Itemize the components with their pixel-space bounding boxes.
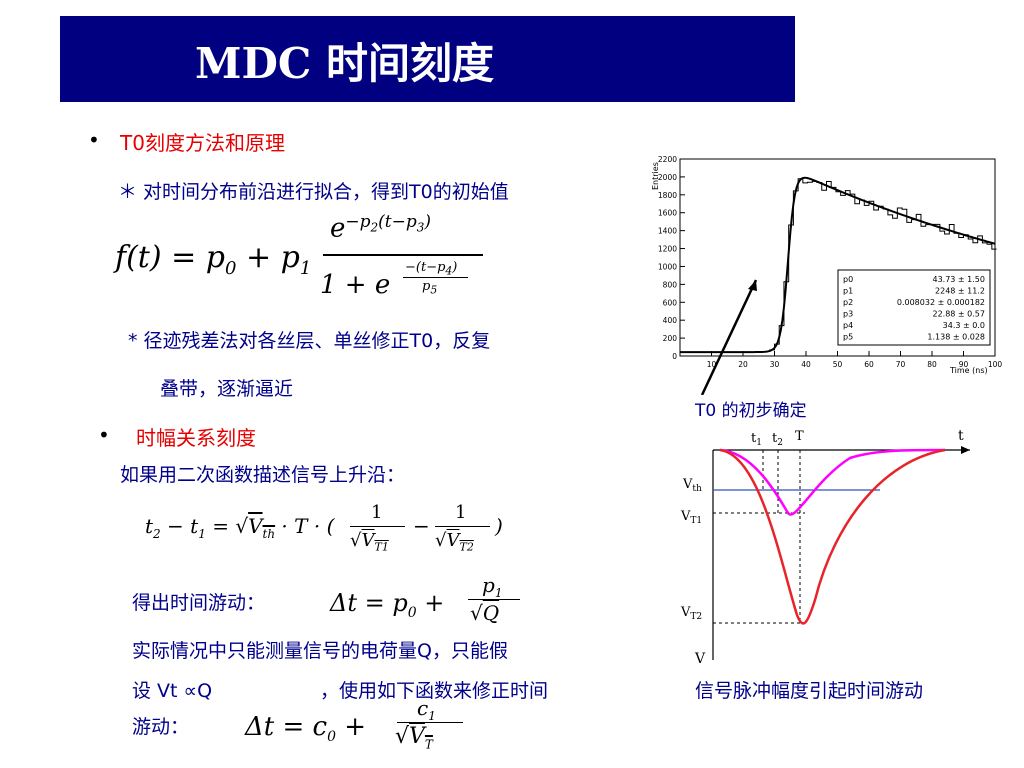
formula-t2-t1: t2 − t1 = √Vth · T · ( 1 √VT1 − 1 √VT2 )	[145, 502, 503, 554]
hist-ytick-label: 200	[663, 334, 678, 343]
hist-xtick-label: 90	[959, 360, 969, 369]
label-v: V	[694, 651, 706, 667]
bullet: •	[88, 128, 100, 152]
hist-ytick-label: 0	[672, 352, 677, 361]
derive-label: 得出时间游动：	[132, 592, 266, 614]
formula-ft: f(t) = p0 + p1 e−p2(t−p3) 1 + e −(t−p4) …	[115, 210, 485, 310]
stat-value: 34.3 ± 0.0	[943, 321, 985, 330]
formula-delta-t-vt: Δt = c0 + c1 √VT	[245, 696, 475, 764]
hist-xtick-label: 100	[988, 360, 1003, 369]
pulse-caption: 信号脉冲幅度引起时间游动	[695, 680, 924, 702]
small-pulse	[719, 448, 946, 516]
label-t: t	[958, 428, 964, 444]
label-t1: t1	[751, 431, 762, 448]
hist-ytick-label: 800	[663, 280, 678, 289]
hist-ytick-label: 1800	[658, 191, 677, 200]
stat-name: p0	[843, 275, 853, 284]
section2-line-b2: ，使用如下函数来修正时间	[320, 680, 549, 702]
section1-line2a: * 径迹残差法对各丝层、单丝修正T0，反复	[128, 330, 491, 352]
hist-ytick-label: 400	[663, 316, 678, 325]
stats-box	[837, 269, 991, 346]
hist-ytick-label: 2000	[658, 173, 677, 182]
section2-line-a: 实际情况中只能测量信号的电荷量Q，只能假	[132, 640, 508, 662]
hist-ytick-label: 2200	[658, 155, 677, 164]
stat-value: 1.138 ± 0.028	[927, 333, 985, 342]
section2-line-c: 游动：	[132, 716, 190, 738]
hist-xtick-label: 30	[770, 360, 780, 369]
hist-xtick-label: 70	[896, 360, 906, 369]
stat-value: 2248 ± 11.2	[935, 287, 985, 296]
label-vt2: VT2	[680, 605, 702, 622]
formula-delta-t-q: Δt = p0 + p1 √Q	[330, 573, 530, 635]
label-vt1: VT1	[680, 509, 702, 526]
hist-xtick-label: 10	[707, 360, 717, 369]
hist-xtick-label: 40	[801, 360, 811, 369]
t0-histogram: 0 200 400 600 800 1000 1200 1400 1600 1800 2000 220…	[650, 155, 1010, 396]
section2-line-b1: 设 Vt ∝Q	[132, 680, 213, 702]
hist-ytick-label: 1000	[658, 262, 677, 271]
section1-line2b: 叠带，逐渐逼近	[160, 378, 294, 400]
hist-xtick-label: 20	[738, 360, 748, 369]
label-t2: t2	[772, 431, 783, 448]
pulse-svg: t1 t2 T t Vth VT1 VT2 V	[680, 428, 970, 667]
t0-arrow	[700, 279, 758, 396]
hist-ytick-label: 1600	[658, 209, 677, 218]
hist-xtick-label: 80	[927, 360, 937, 369]
page-title: MDC 时间刻度	[195, 39, 494, 88]
hist-ytick-label: 1200	[658, 245, 677, 254]
stat-name: p1	[843, 287, 853, 296]
hist-ylabel: Entries	[651, 162, 660, 190]
stat-name: p5	[843, 333, 853, 342]
title-bar	[60, 16, 795, 102]
pulse-diagram: t1 t2 T t Vth VT1 VT2 V	[675, 420, 1015, 670]
histogram-svg: 0 200 400 600 800 1000 1200 1400 1600 1800 2000 220…	[651, 155, 1003, 396]
hist-xtick-label: 60	[864, 360, 874, 369]
section2-heading: 时幅关系刻度	[136, 426, 256, 450]
stat-value: 22.88 ± 0.57	[932, 310, 985, 319]
stat-value: 43.73 ± 1.50	[932, 275, 985, 284]
hist-caption: T0 的初步确定	[695, 401, 807, 421]
label-T: T	[795, 429, 804, 444]
section1-heading: T0刻度方法和原理	[120, 131, 285, 155]
hist-xlabel: Time (ns)	[949, 366, 988, 375]
bullet: •	[98, 423, 110, 447]
section1-line1: ＊ 对时间分布前沿进行拟合，得到T0的初始值	[118, 181, 509, 203]
t0-arrow-head	[748, 280, 757, 291]
hist-ytick-label: 1400	[658, 227, 677, 236]
stat-value: 0.008032 ± 0.000182	[897, 298, 985, 307]
section2-line1: 如果用二次函数描述信号上升沿：	[120, 464, 406, 486]
large-pulse	[719, 448, 946, 625]
label-vth: Vth	[682, 477, 702, 494]
stat-name: p3	[843, 310, 853, 319]
stat-name: p2	[843, 298, 853, 307]
hist-xtick-label: 50	[833, 360, 843, 369]
hist-ytick-label: 600	[663, 298, 678, 307]
stat-name: p4	[843, 321, 853, 330]
